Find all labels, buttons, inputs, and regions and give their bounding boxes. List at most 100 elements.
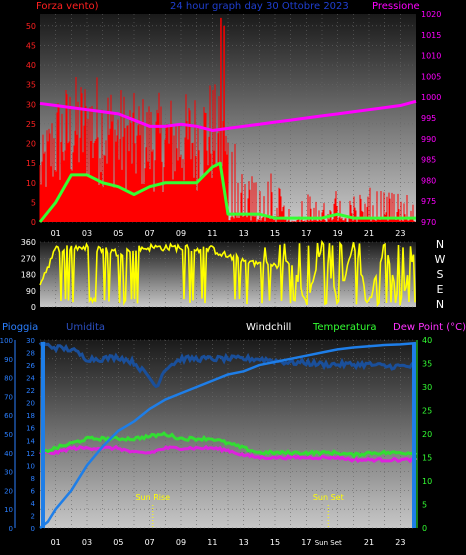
pressure-tick-label: 980 bbox=[421, 176, 436, 185]
time-tick-label: 05 bbox=[113, 229, 123, 238]
humidity-tick-label: 0 bbox=[9, 525, 13, 533]
rain-tick-label: 22 bbox=[26, 387, 35, 395]
time-tick-label: 13 bbox=[239, 229, 249, 238]
time-tick-label: 07 bbox=[145, 538, 155, 547]
temperature-tick-label: 15 bbox=[422, 454, 432, 463]
rain-bar bbox=[41, 342, 45, 528]
wind-tick-label: 20 bbox=[26, 140, 36, 149]
cardinal-label: N bbox=[436, 298, 444, 311]
cardinal-label: S bbox=[437, 268, 444, 281]
humidity-tick-label: 20 bbox=[4, 487, 13, 495]
pressure-tick-label: 1015 bbox=[421, 31, 441, 40]
wind-tick-label: 15 bbox=[26, 159, 36, 168]
cardinal-label: W bbox=[435, 253, 446, 266]
time-tick-label: 21 bbox=[364, 538, 374, 547]
time-tick-label: 15 bbox=[270, 538, 280, 547]
time-tick-label: 17 bbox=[301, 538, 311, 547]
wind-tick-label: 5 bbox=[31, 198, 36, 207]
humidity-tick-label: 60 bbox=[4, 412, 13, 420]
wind-tick-label: 25 bbox=[26, 120, 36, 129]
direction-tick-label: 90 bbox=[26, 287, 36, 296]
dewpoint-legend: Dew Point (°C) bbox=[393, 322, 466, 333]
time-tick-label: 11 bbox=[207, 538, 217, 547]
wind-tick-label: 40 bbox=[26, 61, 36, 70]
pressure-tick-label: 1005 bbox=[421, 72, 441, 81]
rain-tick-label: 6 bbox=[31, 487, 36, 495]
wind-axis-title: Forza vento) bbox=[36, 1, 99, 12]
time-tick-label: 13 bbox=[239, 538, 249, 547]
wind-axis-ticks: 0 5 10 15 20 25 30 35 40 45 50 bbox=[26, 22, 36, 227]
sunset-time-tick-label: Sun Set bbox=[315, 539, 342, 547]
time-tick-label: 07 bbox=[145, 229, 155, 238]
rain-tick-label: 30 bbox=[26, 337, 35, 345]
time-tick-label: 03 bbox=[82, 538, 92, 547]
wind-average-series bbox=[38, 161, 416, 223]
pressure-tick-label: 1020 bbox=[421, 10, 441, 19]
direction-tick-label: 360 bbox=[21, 238, 36, 247]
pressure-series bbox=[39, 99, 417, 132]
wind-tick-label: 35 bbox=[26, 81, 36, 90]
humidity-tick-label: 10 bbox=[4, 506, 13, 514]
pressure-tick-label: 1010 bbox=[421, 52, 441, 61]
sunset-label: Sun Set bbox=[313, 493, 344, 502]
wind-time-axis-ticks: 01 03 05 07 09 11 13 15 17 19 21 23 bbox=[51, 229, 406, 238]
direction-tick-label: 180 bbox=[21, 271, 36, 280]
rain-tick-label: 0 bbox=[31, 525, 35, 533]
wind-tick-label: 30 bbox=[26, 100, 36, 109]
rain-tick-label: 16 bbox=[26, 425, 35, 433]
rain-tick-label: 4 bbox=[31, 500, 36, 508]
rain-tick-label: 8 bbox=[31, 475, 35, 483]
climate-series bbox=[38, 341, 417, 529]
direction-series bbox=[39, 239, 416, 307]
wind-tick-label: 50 bbox=[26, 22, 36, 31]
rain-axis-title: Pioggia bbox=[2, 322, 38, 333]
pressure-axis-ticks: 970 975 980 985 990 995 1000 1005 1010 1015 1020 bbox=[421, 10, 441, 227]
pressure-tick-label: 1000 bbox=[421, 93, 441, 102]
pressure-tick-label: 995 bbox=[421, 114, 436, 123]
wind-series bbox=[38, 17, 417, 223]
pressure-tick-label: 990 bbox=[421, 135, 436, 144]
windchill-legend: Windchill bbox=[246, 322, 291, 333]
cardinal-label: N bbox=[436, 238, 444, 251]
rain-tick-label: 14 bbox=[26, 437, 35, 445]
humidity-tick-label: 70 bbox=[4, 393, 13, 401]
time-tick-label: 09 bbox=[176, 229, 186, 238]
humidity-tick-label: 50 bbox=[4, 431, 13, 439]
time-tick-label: 01 bbox=[51, 538, 61, 547]
time-tick-label: 15 bbox=[270, 229, 280, 238]
wind-tick-label: 10 bbox=[26, 179, 36, 188]
rain-tick-label: 18 bbox=[26, 412, 35, 420]
humidity-tick-label: 80 bbox=[4, 375, 13, 383]
wind-tick-label: 45 bbox=[26, 41, 36, 50]
time-tick-label: 19 bbox=[333, 229, 343, 238]
time-tick-label: 03 bbox=[82, 229, 92, 238]
humidity-series bbox=[38, 341, 416, 389]
humidity-tick-label: 30 bbox=[4, 469, 13, 477]
temperature-tick-label: 30 bbox=[422, 383, 432, 392]
pressure-tick-label: 970 bbox=[421, 218, 436, 227]
sunrise-label: Sun Rise bbox=[135, 493, 170, 502]
temperature-legend: Temperatura bbox=[312, 322, 377, 333]
rain-tick-label: 28 bbox=[26, 350, 35, 358]
rain-tick-label: 10 bbox=[26, 462, 35, 470]
humidity-axis-title: Umidita bbox=[66, 322, 105, 333]
rain-tick-label: 24 bbox=[26, 375, 35, 383]
time-tick-label: 17 bbox=[301, 229, 311, 238]
wind-tick-label: 0 bbox=[31, 218, 36, 227]
temperature-series bbox=[39, 431, 417, 460]
sun-markers: Sun Rise Sun Set bbox=[135, 493, 344, 528]
rain-series bbox=[39, 341, 417, 529]
pressure-axis-title: Pressione bbox=[372, 1, 420, 12]
time-tick-label: 01 bbox=[51, 229, 61, 238]
direction-axis-ticks: 0 90 180 270 360 bbox=[21, 238, 36, 312]
time-tick-label: 23 bbox=[395, 229, 405, 238]
time-tick-label: 09 bbox=[176, 538, 186, 547]
humidity-tick-label: 40 bbox=[4, 450, 13, 458]
temperature-tick-label: 40 bbox=[422, 336, 432, 345]
rain-tick-label: 12 bbox=[26, 450, 35, 458]
pressure-tick-label: 985 bbox=[421, 156, 436, 165]
wind-gust-series bbox=[39, 77, 416, 222]
time-tick-label: 21 bbox=[364, 229, 374, 238]
pressure-tick-label: 975 bbox=[421, 197, 436, 206]
